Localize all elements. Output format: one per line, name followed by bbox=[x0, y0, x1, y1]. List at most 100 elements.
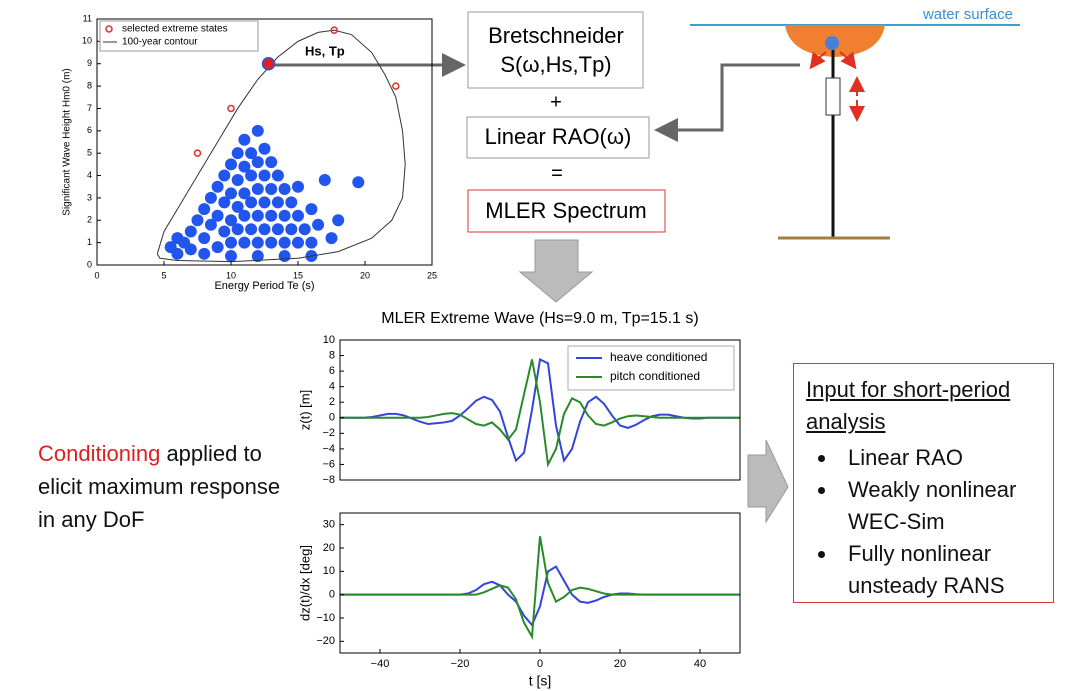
point bbox=[258, 142, 271, 155]
legend-label: selected extreme states bbox=[122, 24, 228, 35]
y-tick-label: 30 bbox=[323, 519, 335, 531]
x-tick-label: 40 bbox=[694, 658, 706, 670]
y-tick-label: 8 bbox=[329, 349, 335, 361]
point bbox=[298, 223, 311, 236]
legend-box bbox=[567, 345, 735, 391]
heading: Input for short-period analysis bbox=[806, 377, 1011, 434]
y-tick-label: 4 bbox=[87, 170, 92, 180]
point bbox=[245, 169, 258, 182]
extreme-state bbox=[193, 149, 202, 157]
point bbox=[231, 223, 244, 236]
plot bbox=[156, 29, 406, 263]
point bbox=[292, 180, 304, 193]
x-tick-label: 20 bbox=[360, 270, 370, 280]
y-tick-label: 7 bbox=[87, 103, 92, 113]
point bbox=[198, 247, 211, 260]
highlight-point bbox=[261, 56, 276, 71]
label: MLER Spectrum bbox=[485, 198, 646, 223]
point bbox=[265, 182, 278, 195]
point bbox=[251, 124, 264, 137]
point bbox=[184, 225, 197, 238]
point bbox=[278, 250, 291, 263]
y-tick-label: 2 bbox=[329, 396, 335, 408]
label: Bretschneider bbox=[488, 23, 624, 48]
point bbox=[292, 209, 304, 222]
conditioning-text: Conditioning applied to elicit maximum r… bbox=[38, 437, 283, 536]
point bbox=[258, 196, 271, 209]
arrow bbox=[809, 51, 827, 70]
y-tick-label: 4 bbox=[329, 381, 335, 393]
x-tick-label: 0 bbox=[94, 270, 99, 280]
y-tick-label: 10 bbox=[323, 334, 335, 346]
y-tick-label: −2 bbox=[322, 427, 335, 439]
point bbox=[305, 203, 318, 216]
point bbox=[312, 218, 325, 231]
x-tick-label: 25 bbox=[427, 270, 437, 280]
point bbox=[238, 236, 251, 249]
point bbox=[292, 236, 304, 249]
point bbox=[191, 214, 204, 227]
point bbox=[258, 223, 271, 236]
chart-title: MLER Extreme Wave (Hs=9.0 m, Tp=15.1 s) bbox=[381, 310, 698, 327]
input-box: Input for short-period analysis Linear R… bbox=[793, 363, 1054, 603]
plot-frame bbox=[339, 339, 741, 481]
down-arrow bbox=[518, 239, 594, 303]
point bbox=[271, 196, 284, 209]
x-tick-label: 15 bbox=[293, 270, 303, 280]
legend-box bbox=[99, 20, 259, 52]
right-arrow bbox=[747, 439, 789, 524]
label: S(ω,Hs,Tp) bbox=[500, 52, 611, 77]
text: applied to elicit maximum response in an… bbox=[38, 441, 281, 532]
x-axis-label: t [s] bbox=[529, 673, 552, 689]
x-tick-label: 5 bbox=[161, 270, 166, 280]
y-tick-label: 0 bbox=[329, 589, 335, 601]
point bbox=[245, 196, 258, 209]
plot-frame bbox=[96, 18, 433, 266]
label: Linear RAO(ω) bbox=[485, 124, 632, 149]
point bbox=[278, 209, 291, 222]
point bbox=[278, 182, 291, 195]
extreme-state bbox=[330, 26, 338, 34]
point bbox=[251, 236, 264, 249]
series-line bbox=[340, 357, 740, 464]
box bbox=[467, 11, 644, 89]
point bbox=[238, 187, 251, 200]
y-tick-label: −20 bbox=[316, 635, 335, 647]
series-line bbox=[340, 359, 740, 468]
y-tick-label: 11 bbox=[83, 13, 92, 23]
point bbox=[225, 187, 237, 200]
point bbox=[184, 243, 197, 256]
y-tick-label: 6 bbox=[329, 365, 335, 377]
y-tick-label: −10 bbox=[316, 612, 335, 624]
point bbox=[231, 147, 244, 160]
y-tick-label: 9 bbox=[87, 58, 92, 68]
point bbox=[218, 225, 231, 238]
y-axis-label: dz(t)/dx [deg] bbox=[297, 545, 312, 621]
box bbox=[467, 189, 666, 233]
point bbox=[251, 209, 264, 222]
point bbox=[211, 241, 224, 254]
point bbox=[231, 200, 244, 213]
legend-label: 100-year contour bbox=[122, 37, 198, 48]
y-tick-label: 0 bbox=[329, 412, 335, 424]
y-tick-label: 0 bbox=[87, 259, 92, 269]
plot bbox=[340, 357, 740, 468]
point bbox=[245, 147, 258, 160]
point bbox=[251, 250, 264, 263]
point bbox=[225, 236, 237, 249]
y-tick-label: 2 bbox=[87, 215, 92, 225]
arrow bbox=[654, 63, 800, 142]
y-tick-label: 1 bbox=[87, 237, 92, 247]
arrow bbox=[839, 51, 857, 70]
point bbox=[211, 209, 224, 222]
point bbox=[325, 232, 338, 245]
y-axis-label: Significant Wave Height Hm0 (m) bbox=[62, 68, 73, 215]
buoy bbox=[825, 36, 839, 50]
point bbox=[238, 209, 251, 222]
point bbox=[265, 209, 278, 222]
x-tick-label: 10 bbox=[226, 270, 236, 280]
point bbox=[251, 156, 264, 169]
point bbox=[278, 236, 291, 249]
